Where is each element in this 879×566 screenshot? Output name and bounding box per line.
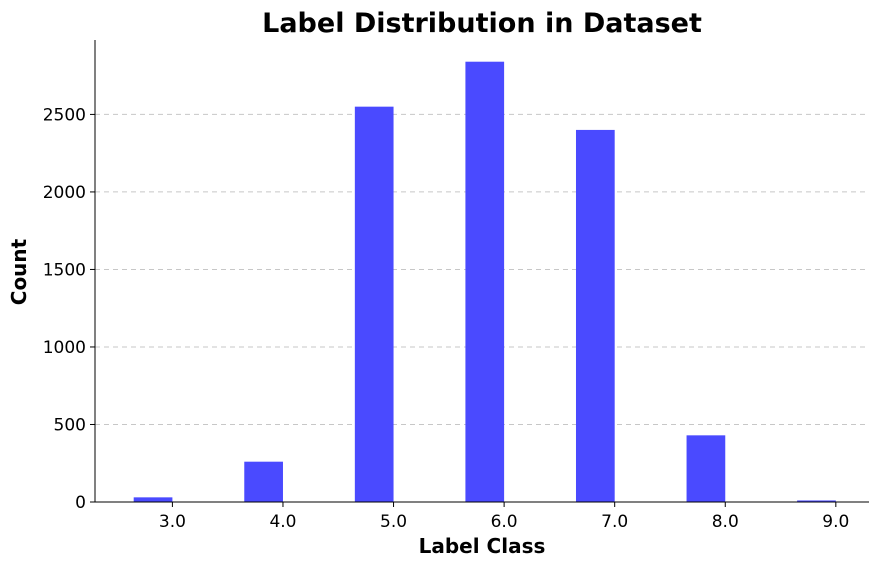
y-tick-label: 2000 <box>43 183 86 203</box>
axes <box>94 40 869 503</box>
bar <box>465 61 505 502</box>
x-tick-label: 9.0 <box>822 512 849 532</box>
y-axis-label: Count <box>7 238 31 305</box>
y-ticks: 0 500 1000 1500 2000 2500 <box>43 105 95 513</box>
bar <box>133 497 173 502</box>
bars <box>133 61 836 502</box>
chart-title: Label Distribution in Dataset <box>262 8 702 39</box>
x-ticks: 3.0 4.0 5.0 6.0 7.0 8.0 9.0 <box>159 502 849 532</box>
x-tick-label: 8.0 <box>712 512 739 532</box>
x-tick-label: 6.0 <box>491 512 518 532</box>
x-tick-label: 3.0 <box>159 512 186 532</box>
bar <box>244 461 283 502</box>
y-tick-label: 2500 <box>43 105 86 125</box>
x-tick-label: 7.0 <box>601 512 628 532</box>
y-tick-label: 1000 <box>43 338 86 358</box>
bar <box>797 500 836 502</box>
y-tick-label: 1500 <box>43 260 86 280</box>
bar <box>686 435 726 502</box>
y-tick-label: 500 <box>54 415 86 435</box>
y-tick-label: 0 <box>75 493 86 513</box>
bar <box>354 106 394 502</box>
x-tick-label: 4.0 <box>269 512 296 532</box>
x-tick-label: 5.0 <box>380 512 407 532</box>
bar <box>575 129 615 502</box>
x-axis-label: Label Class <box>419 534 546 558</box>
